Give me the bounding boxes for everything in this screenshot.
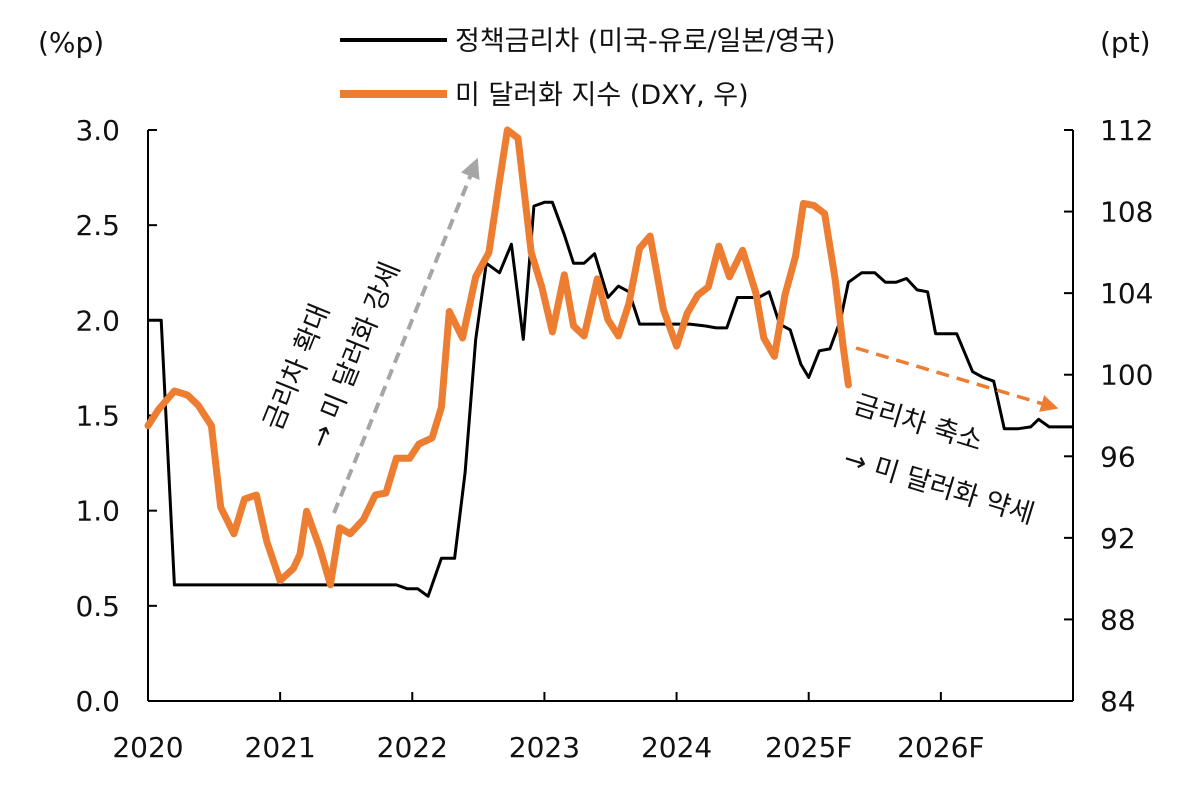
right-tick-label: 100 [1100,359,1153,392]
right-tick-label: 96 [1100,440,1136,473]
left-tick-label: 1.0 [75,495,120,528]
x-tick-label: 2025F [765,731,852,764]
annotation-narrowing-line1: 금리차 축소 [850,389,986,457]
left-y-axis: 0.0 0.5 1.0 1.5 2.0 2.5 3.0 [75,114,157,718]
left-tick-label: 0.0 [75,685,120,718]
left-tick-label: 1.5 [75,400,120,433]
x-tick-label: 2024 [641,731,712,764]
x-tick-label: 2020 [112,731,183,764]
x-tick-label: 2023 [509,731,580,764]
legend-label-rate-diff: 정책금리차 (미국-유로/일본/영국) [455,26,836,57]
left-tick-label: 2.5 [75,209,120,242]
annotation-widening-line2: → 미 달러화 강세 [304,258,407,453]
x-tick-label: 2021 [245,731,316,764]
annotation-arrow-narrowing [855,346,1059,412]
right-tick-label: 88 [1100,603,1136,636]
series-line-dxy [144,126,852,589]
legend-label-dxy: 미 달러화 지수 (DXY, 우) [455,80,749,111]
right-tick-label: 84 [1100,685,1136,718]
x-tick-label: 2022 [377,731,448,764]
left-tick-label: 0.5 [75,590,120,623]
right-tick-label: 108 [1100,196,1153,229]
annotation-arrow-widening [332,157,480,514]
right-y-axis: 84 88 92 96 100 104 108 112 [1064,114,1153,718]
x-tick-label: 2026F [897,731,984,764]
right-tick-label: 92 [1100,522,1136,555]
series-line-rate-diff [148,200,1073,598]
left-tick-label: 2.0 [75,304,120,337]
right-axis-unit: (pt) [1100,26,1151,59]
x-axis: 2020 2021 2022 2023 2024 2025F 2026F [112,692,1073,764]
right-tick-label: 104 [1100,277,1153,310]
right-tick-label: 112 [1100,114,1153,147]
legend: 정책금리차 (미국-유로/일본/영국) 미 달러화 지수 (DXY, 우) [340,26,836,111]
left-axis-unit: (%p) [38,26,104,59]
annotation-narrowing-line2: → 미 달러화 약세 [840,443,1038,530]
left-tick-label: 3.0 [75,114,120,147]
